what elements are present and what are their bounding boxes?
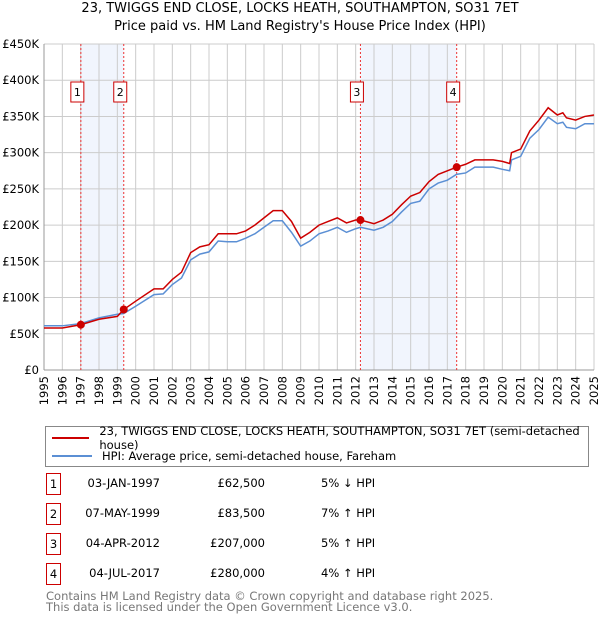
sale-label-number: 4: [450, 86, 457, 99]
x-tick-label: 2004: [202, 376, 216, 405]
y-tick-label: £100K: [2, 291, 39, 305]
sale-price: £207,000: [210, 536, 265, 550]
sale-label-number: 2: [117, 86, 124, 99]
y-tick-label: £350K: [2, 109, 39, 123]
x-tick-label: 2016: [422, 376, 436, 405]
x-tick-label: 2011: [330, 376, 344, 405]
y-tick-label: £200K: [2, 218, 39, 232]
sale-date: 03-JAN-1997: [87, 476, 161, 490]
y-tick-label: £450K: [2, 37, 39, 51]
x-tick-label: 2013: [367, 376, 381, 405]
sale-label-box: 4: [446, 81, 461, 103]
sale-row: 3 04-APR-2012 £207,000 5% ↑ HPI: [0, 533, 600, 555]
x-tick-label: 1999: [110, 376, 124, 405]
sale-hpi-diff: 5% ↑ HPI: [321, 536, 376, 550]
footer-licence: This data is licensed under the Open Gov…: [46, 600, 413, 614]
footer-copyright: Contains HM Land Registry data © Crown c…: [46, 589, 494, 603]
sale-label-number: 3: [353, 86, 360, 99]
x-tick-label: 2020: [495, 376, 509, 405]
sale-number: 4: [46, 563, 61, 585]
y-tick-label: £150K: [2, 254, 39, 268]
y-tick-label: £400K: [2, 73, 39, 87]
shaded-range: [360, 44, 457, 370]
sale-label-number: 1: [74, 86, 81, 99]
sale-label-box: 1: [70, 81, 85, 103]
x-tick-label: 2022: [532, 376, 546, 405]
x-tick-label: 2007: [257, 376, 271, 405]
x-tick-label: 2005: [220, 376, 234, 405]
sale-point: [356, 216, 365, 225]
x-tick-label: 2002: [165, 376, 179, 405]
legend-label: 23, TWIGGS END CLOSE, LOCKS HEATH, SOUTH…: [99, 424, 580, 452]
x-tick-label: 1995: [37, 376, 51, 405]
sale-hpi-diff: 7% ↑ HPI: [321, 506, 376, 520]
x-tick-label: 2025: [587, 376, 600, 405]
sale-label-box: 2: [113, 81, 128, 103]
chart-subtitle: Price paid vs. HM Land Registry's House …: [114, 19, 486, 34]
sale-price: £83,500: [217, 506, 265, 520]
x-tick-label: 2006: [239, 376, 253, 405]
sale-hpi-diff: 5% ↓ HPI: [321, 476, 376, 490]
legend-item-property: 23, TWIGGS END CLOSE, LOCKS HEATH, SOUTH…: [52, 424, 588, 452]
legend-swatch-red: [52, 437, 90, 439]
x-tick-label: 1996: [55, 376, 69, 405]
sale-date: 07-MAY-1999: [85, 506, 160, 520]
x-tick-label: 2008: [275, 376, 289, 405]
chart-title: 23, TWIGGS END CLOSE, LOCKS HEATH, SOUTH…: [81, 1, 519, 16]
hpi-line: [44, 116, 594, 327]
sale-number: 2: [46, 503, 61, 525]
sale-label-border: [446, 81, 461, 103]
y-tick-label: £50K: [10, 327, 40, 341]
x-tick-label: 2003: [184, 376, 198, 405]
x-tick-label: 2023: [550, 376, 564, 405]
x-tick-label: 2024: [569, 376, 583, 405]
price-line: [44, 106, 595, 329]
x-tick-label: 2012: [349, 376, 363, 405]
y-tick-label: £250K: [2, 182, 39, 196]
sale-label-border: [70, 81, 85, 103]
legend-swatch-blue: [52, 455, 92, 457]
x-tick-label: 2017: [440, 376, 454, 405]
sale-row: 1 03-JAN-1997 £62,500 5% ↓ HPI: [0, 473, 600, 495]
x-tick-label: 2001: [147, 376, 161, 405]
x-tick-label: 2018: [459, 376, 473, 405]
legend: 23, TWIGGS END CLOSE, LOCKS HEATH, SOUTH…: [45, 424, 589, 467]
sale-label-border: [349, 81, 364, 103]
x-tick-label: 1997: [74, 376, 88, 405]
y-tick-label: £300K: [2, 146, 39, 160]
x-tick-label: 2019: [477, 376, 491, 405]
sale-row: 4 04-JUL-2017 £280,000 4% ↑ HPI: [0, 563, 600, 585]
sale-number: 1: [46, 473, 61, 495]
y-tick-label: £0: [24, 363, 39, 377]
sale-date: 04-APR-2012: [85, 536, 160, 550]
sale-price: £280,000: [210, 566, 265, 580]
sale-label-border: [113, 81, 128, 103]
legend-label: HPI: Average price, semi-detached house,…: [102, 449, 397, 463]
x-tick-label: 2010: [312, 376, 326, 405]
x-tick-label: 2015: [404, 376, 418, 405]
sale-point: [119, 305, 128, 314]
x-tick-label: 2021: [514, 376, 528, 405]
x-tick-label: 2009: [294, 376, 308, 405]
sale-point: [76, 320, 85, 329]
x-tick-label: 2000: [129, 376, 143, 405]
sale-number: 3: [46, 533, 61, 555]
sale-hpi-diff: 4% ↑ HPI: [321, 566, 376, 580]
sale-date: 04-JUL-2017: [89, 566, 160, 580]
x-tick-label: 1998: [92, 376, 106, 405]
sale-label-box: 3: [349, 81, 364, 103]
legend-item-hpi: HPI: Average price, semi-detached house,…: [52, 448, 396, 464]
sale-point: [452, 163, 461, 172]
x-tick-label: 2014: [385, 376, 399, 405]
plot-area: 1995 1996 1997 1998 1999 2000 2001 2002 2003 2004…: [2, 37, 600, 405]
sale-price: £62,500: [217, 476, 265, 490]
sale-row: 2 07-MAY-1999 £83,500 7% ↑ HPI: [0, 503, 600, 525]
